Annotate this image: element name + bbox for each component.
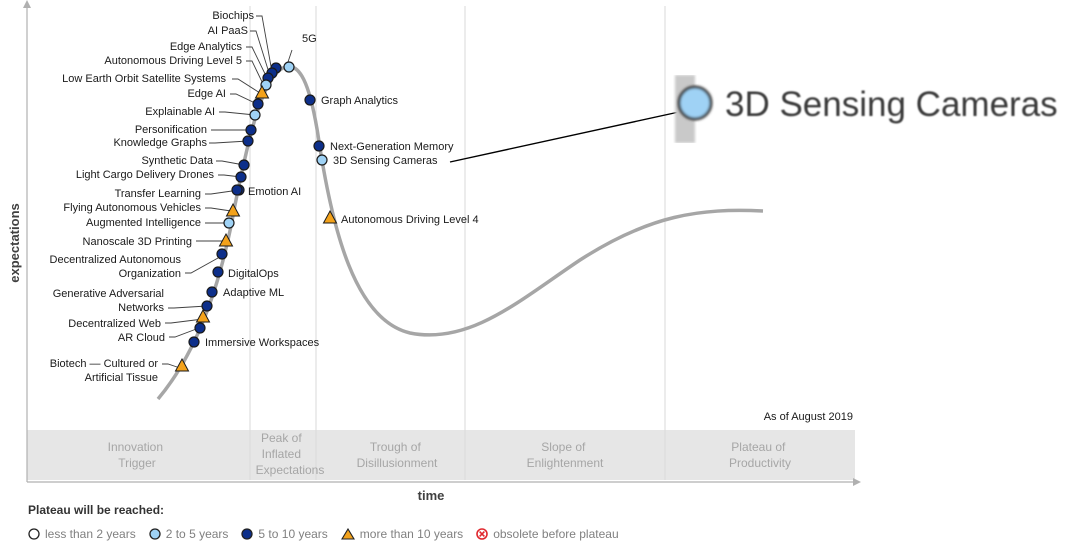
legend-label: more than 10 years (359, 527, 464, 541)
label-3d-sensing-cameras: 3D Sensing Cameras (333, 155, 438, 167)
legend-label: 5 to 10 years (258, 527, 328, 541)
marker-explainable-ai (249, 109, 261, 121)
phase-innovation-trigger: Innovation Trigger (108, 440, 167, 470)
phase-peak: Peak of Inflated Expectations (256, 431, 325, 477)
x-axis-label: time (418, 488, 445, 503)
marker-graph-analytics (304, 94, 316, 106)
legend-item-less-than-2-years: less than 2 years (28, 527, 136, 541)
marker-digitalops (212, 266, 224, 278)
label-ar-cloud: AR Cloud (118, 332, 165, 344)
marker-3d-sensing-cameras (316, 154, 328, 166)
label-5g: 5G (302, 33, 317, 45)
marker-autonomous-driving-level-4 (322, 209, 338, 224)
legend-item-obsolete: obsolete before plateau (476, 527, 619, 541)
marker-low-earth-orbit-satellite-systems (254, 84, 270, 99)
as-of-label: As of August 2019 (764, 411, 853, 423)
callout-connector (449, 109, 689, 163)
label-nanoscale-3d-printing: Nanoscale 3D Printing (83, 236, 192, 248)
phase-plateau: Plateau of Productivity (729, 440, 791, 470)
label-decentralized-web: Decentralized Web (68, 318, 161, 330)
marker-decentralized-web (195, 308, 211, 323)
callout-label: 3D Sensing Cameras (725, 85, 1058, 124)
label-immersive-workspaces: Immersive Workspaces (205, 337, 320, 349)
label-emotion-ai: Emotion AI (248, 186, 301, 198)
callout-marker (675, 75, 713, 143)
dark-blue-circle-icon (241, 528, 254, 540)
label-low-earth-orbit-satellite-systems: Low Earth Orbit Satellite Systems (62, 73, 226, 85)
marker-personification (245, 124, 257, 136)
callout-3d-sensing-cameras: 3D Sensing Cameras (673, 75, 1073, 143)
label-personification: Personification (135, 124, 207, 136)
legend-item-more-than-10-years: more than 10 years (340, 527, 464, 541)
marker-edge-ai (252, 98, 264, 110)
label-next-generation-memory: Next-Generation Memory (330, 141, 454, 153)
marker-immersive-workspaces (188, 336, 200, 348)
label-augmented-intelligence: Augmented Intelligence (86, 217, 201, 229)
label-autonomous-driving-level-4: Autonomous Driving Level 4 (341, 214, 479, 226)
label-explainable-ai: Explainable AI (145, 106, 215, 118)
marker-adaptive-ml (206, 286, 218, 298)
marker-nanoscale-3d-printing (218, 232, 234, 247)
legend-label: obsolete before plateau (493, 527, 619, 541)
label-light-cargo-delivery-drones: Light Cargo Delivery Drones (76, 169, 215, 181)
label-edge-ai: Edge AI (187, 88, 226, 100)
technology-markers (174, 61, 338, 372)
marker-light-cargo-delivery-drones (235, 171, 247, 183)
label-edge-analytics: Edge Analytics (170, 41, 243, 53)
phase-slope: Slope of Enlightenment (527, 440, 604, 470)
label-knowledge-graphs: Knowledge Graphs (113, 137, 207, 149)
label-adaptive-ml: Adaptive ML (223, 287, 284, 299)
label-autonomous-driving-level-5: Autonomous Driving Level 5 (104, 55, 242, 67)
x-axis-arrow (853, 478, 861, 486)
empty-circle-icon (28, 528, 40, 540)
legend: Plateau will be reached: less than 2 yea… (28, 503, 632, 541)
marker-biotech-cultured-or-artificial-tissue (174, 357, 190, 372)
legend-title: Plateau will be reached: (28, 503, 165, 517)
marker-synthetic-data (238, 159, 250, 171)
legend-label: 2 to 5 years (165, 527, 229, 541)
phase-band (27, 430, 855, 480)
label-transfer-learning: Transfer Learning (115, 188, 201, 200)
label-digitalops: DigitalOps (228, 268, 279, 280)
marker-knowledge-graphs (242, 135, 254, 147)
marker-decentralized-autonomous-organization (216, 248, 228, 260)
technology-labels: Biochips AI PaaS Edge Analytics Autonomous … (50, 10, 479, 384)
legend-item-2-to-5-years: 2 to 5 years (149, 527, 229, 541)
legend-item-5-to-10-years: 5 to 10 years (241, 527, 328, 541)
label-synthetic-data: Synthetic Data (141, 155, 213, 167)
label-graph-analytics: Graph Analytics (321, 95, 399, 107)
y-axis-label: expectations (7, 203, 22, 282)
legend-label: less than 2 years (45, 527, 136, 541)
label-decentralized-autonomous-organization: Decentralized Autonomous Organization (50, 254, 182, 280)
marker-emotion-ai (231, 184, 243, 196)
obsolete-x-circle-icon (476, 528, 488, 540)
hype-curve (156, 64, 764, 401)
marker-flying-autonomous-vehicles (225, 202, 241, 217)
label-biochips: Biochips (212, 10, 254, 22)
orange-triangle-icon (340, 528, 355, 540)
leader-lines (162, 15, 293, 369)
label-generative-adversarial-networks: Generative Adversarial Networks (53, 288, 165, 314)
label-biotech-cultured-or-artificial-tissue: Biotech — Cultured or Artificial Tissue (50, 358, 159, 384)
marker-generative-adversarial-networks (201, 300, 213, 312)
marker-ar-cloud (194, 322, 206, 334)
label-ai-paas: AI PaaS (208, 25, 248, 37)
marker-next-generation-memory (313, 140, 325, 152)
marker-5g (283, 61, 295, 73)
phase-trough: Trough of Disillusionment (357, 440, 438, 470)
marker-augmented-intelligence (223, 217, 235, 229)
marker-autonomous-driving-level-5 (260, 79, 272, 91)
light-blue-circle-icon (149, 528, 161, 540)
y-axis-arrow (23, 0, 31, 8)
label-flying-autonomous-vehicles: Flying Autonomous Vehicles (63, 202, 201, 214)
